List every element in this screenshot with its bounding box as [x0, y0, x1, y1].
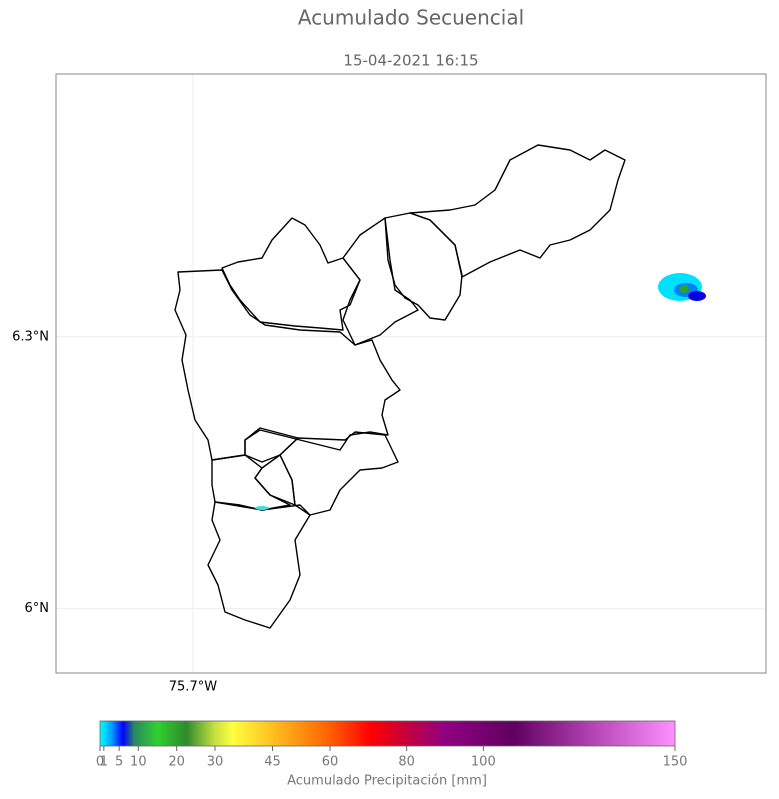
colorbar-tick-label: 60 [322, 755, 339, 770]
rain-cell [679, 285, 689, 293]
colorbar-ticks: 01 5 10 20 30 45 60 80 100 150 [96, 746, 688, 770]
basin-outlines [174, 144, 626, 629]
colorbar-tick-label: 20 [168, 755, 185, 770]
region-outline [384, 212, 463, 321]
map-frame [55, 73, 767, 674]
region-outline [254, 454, 296, 506]
colorbar-tick-label: 150 [663, 755, 688, 770]
region-outline [211, 454, 291, 511]
colorbar [99, 720, 676, 747]
subtitle: 15-04-2021 16:15 [343, 52, 478, 70]
region-outline [174, 269, 401, 461]
colorbar-tick-label: 30 [207, 755, 224, 770]
region-outline [207, 501, 311, 629]
region-outline [342, 217, 419, 346]
region-outline [221, 217, 361, 331]
colorbar-tick-label: 5 [115, 755, 123, 770]
lat-tick-label: 6.3°N [12, 329, 49, 344]
colorbar-tick-label: 1 [100, 755, 108, 770]
colorbar-tick-label: 80 [398, 755, 415, 770]
title: Acumulado Secuencial [298, 6, 524, 30]
colorbar-tick-label: 10 [130, 755, 147, 770]
lat-tick-label: 6°N [25, 601, 50, 616]
lon-tick-label: 75.7°W [169, 680, 217, 695]
colorbar-tick-label: 0 [96, 755, 104, 770]
region-outline [409, 144, 626, 278]
precipitation [255, 273, 706, 510]
graticule [56, 74, 766, 673]
rain-cell [688, 291, 706, 301]
region-outline [279, 431, 399, 516]
colorbar-label: Acumulado Precipitación [mm] [287, 774, 487, 789]
colorbar-tick-label: 45 [264, 755, 281, 770]
rain-cell [255, 506, 269, 510]
colorbar-tick-label: 100 [471, 755, 496, 770]
